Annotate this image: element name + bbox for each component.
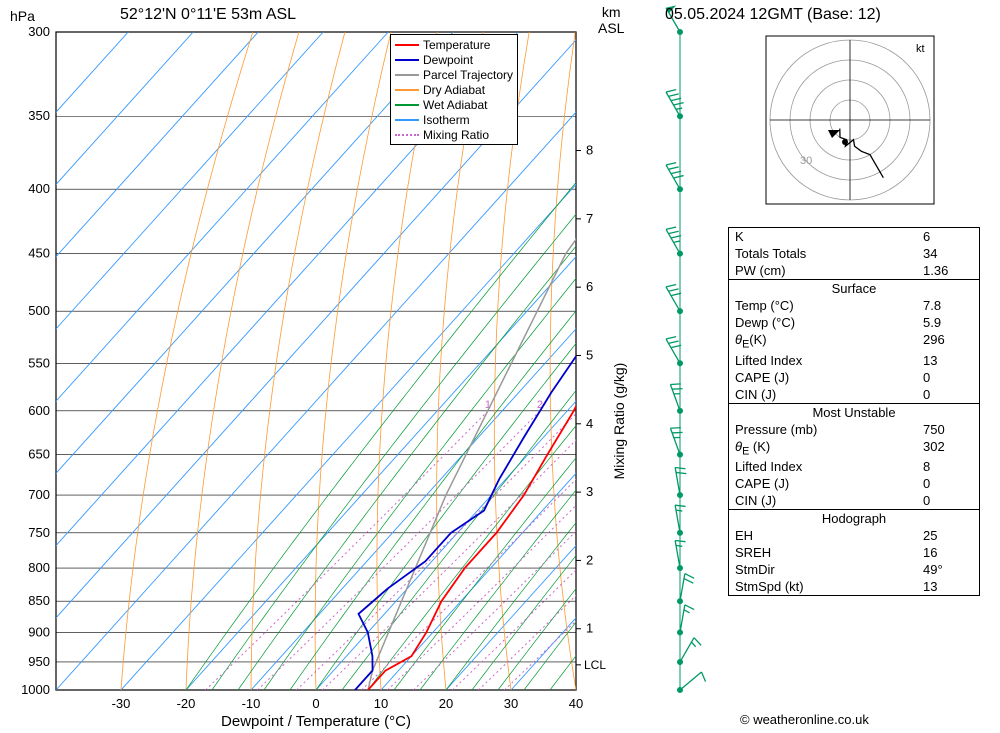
svg-text:0: 0 <box>312 696 319 711</box>
svg-text:450: 450 <box>28 246 50 261</box>
svg-text:400: 400 <box>28 181 50 196</box>
svg-text:-10: -10 <box>242 696 261 711</box>
svg-text:30: 30 <box>504 696 518 711</box>
svg-text:8: 8 <box>586 143 593 158</box>
svg-text:300: 300 <box>28 24 50 39</box>
svg-text:700: 700 <box>28 487 50 502</box>
svg-text:40: 40 <box>569 696 583 711</box>
svg-text:3: 3 <box>586 484 593 499</box>
svg-text:4: 4 <box>586 416 593 431</box>
svg-text:Mixing Ratio (g/kg): Mixing Ratio (g/kg) <box>611 363 627 480</box>
y-right-km-unit: km ASL <box>598 4 624 36</box>
svg-text:20: 20 <box>439 696 453 711</box>
location-title: 52°12'N 0°11'E 53m ASL <box>120 6 296 24</box>
datetime-title: 05.05.2024 12GMT (Base: 12) <box>665 6 881 24</box>
y-left-unit: hPa <box>10 8 35 24</box>
svg-text:500: 500 <box>28 303 50 318</box>
svg-text:LCL: LCL <box>584 658 606 672</box>
svg-text:Dewpoint / Temperature (°C): Dewpoint / Temperature (°C) <box>221 713 411 730</box>
svg-text:-20: -20 <box>177 696 196 711</box>
svg-text:600: 600 <box>28 403 50 418</box>
svg-text:6: 6 <box>586 279 593 294</box>
svg-text:350: 350 <box>28 108 50 123</box>
svg-text:7: 7 <box>586 211 593 226</box>
svg-text:2: 2 <box>586 552 593 567</box>
svg-text:10: 10 <box>374 696 388 711</box>
svg-text:-30: -30 <box>112 696 131 711</box>
svg-text:650: 650 <box>28 447 50 462</box>
svg-text:5: 5 <box>586 347 593 362</box>
svg-text:800: 800 <box>28 560 50 575</box>
svg-text:750: 750 <box>28 525 50 540</box>
svg-text:550: 550 <box>28 355 50 370</box>
svg-text:850: 850 <box>28 593 50 608</box>
svg-text:kt: kt <box>916 43 925 55</box>
svg-text:30: 30 <box>800 155 812 167</box>
svg-text:900: 900 <box>28 624 50 639</box>
copyright-text: © weatheronline.co.uk <box>740 712 869 727</box>
chart-legend: TemperatureDewpointParcel TrajectoryDry … <box>390 34 518 145</box>
svg-text:950: 950 <box>28 654 50 669</box>
svg-text:1: 1 <box>586 621 593 636</box>
svg-text:1000: 1000 <box>21 682 50 697</box>
indices-table: K6Totals Totals34PW (cm)1.36SurfaceTemp … <box>728 227 980 596</box>
